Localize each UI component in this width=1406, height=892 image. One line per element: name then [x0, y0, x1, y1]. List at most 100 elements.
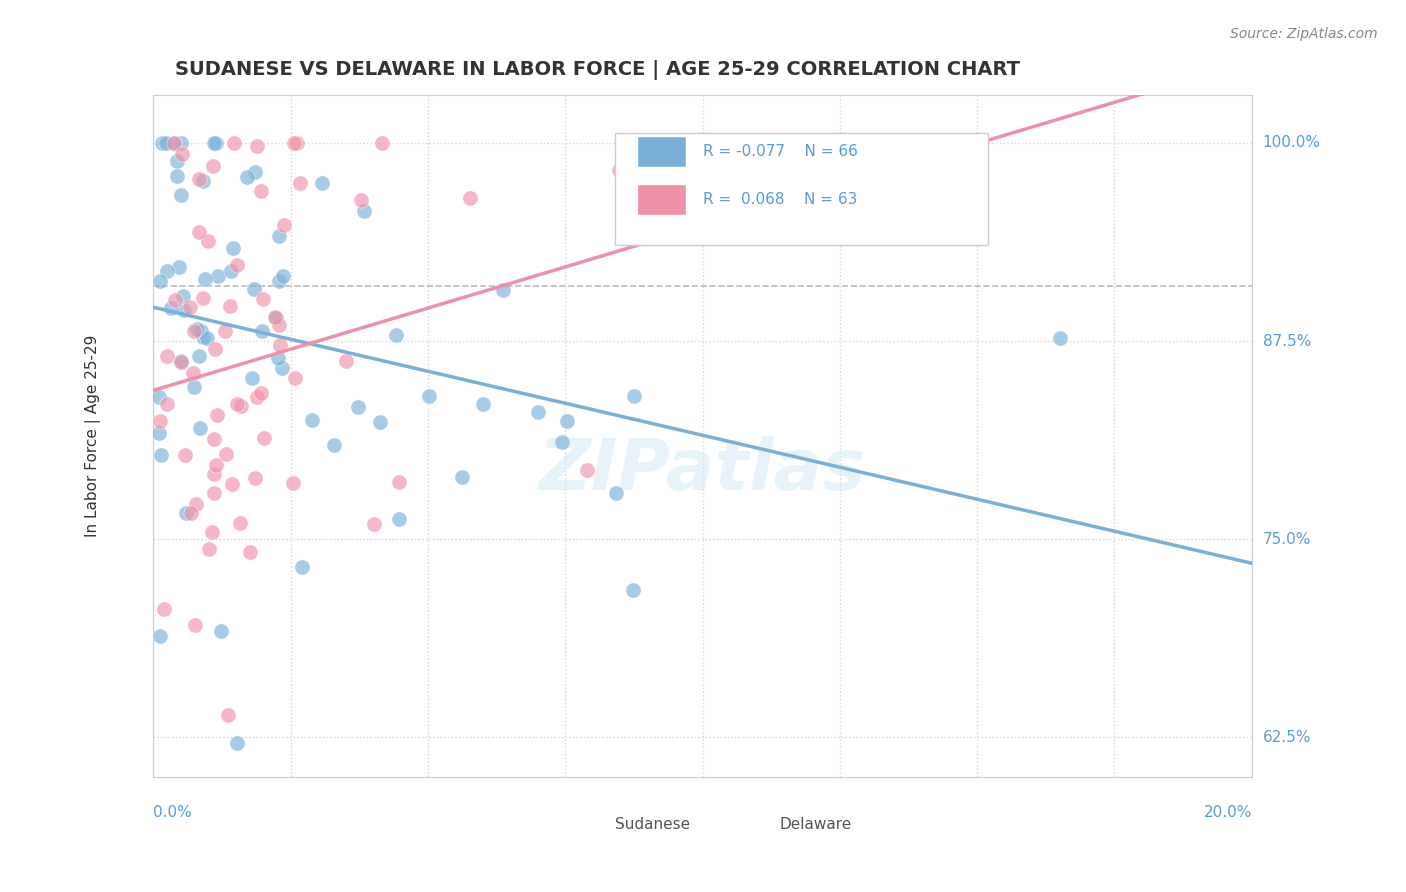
- Point: [207, 269, 229, 284]
- Point: [363, 516, 385, 531]
- Point: [170, 355, 193, 369]
- Bar: [637, 136, 686, 167]
- Text: 75.0%: 75.0%: [1263, 532, 1312, 547]
- Bar: [747, 813, 779, 833]
- Point: [191, 330, 214, 344]
- Point: [149, 414, 172, 428]
- Point: [323, 438, 346, 452]
- Point: [605, 485, 627, 500]
- Point: [180, 506, 202, 520]
- Point: [188, 172, 211, 186]
- Point: [281, 476, 304, 491]
- Point: [301, 413, 323, 427]
- Point: [190, 324, 212, 338]
- Point: [550, 434, 572, 449]
- Point: [347, 400, 370, 414]
- Point: [623, 389, 645, 403]
- Text: 0.0%: 0.0%: [153, 805, 193, 821]
- Point: [160, 301, 183, 315]
- Point: [283, 136, 305, 150]
- Point: [451, 470, 474, 484]
- Point: [335, 353, 357, 368]
- Text: ZIPatlas: ZIPatlas: [538, 435, 866, 505]
- Point: [150, 448, 173, 462]
- Text: 100.0%: 100.0%: [1263, 136, 1320, 151]
- Point: [492, 284, 515, 298]
- Point: [231, 399, 253, 413]
- Point: [253, 431, 276, 445]
- Text: Sudanese: Sudanese: [614, 817, 690, 832]
- Point: [225, 736, 247, 750]
- Point: [197, 234, 219, 248]
- Point: [187, 349, 209, 363]
- Point: [155, 136, 177, 150]
- Point: [173, 303, 195, 318]
- Point: [225, 258, 247, 272]
- Point: [214, 324, 236, 338]
- Text: Source: ZipAtlas.com: Source: ZipAtlas.com: [1230, 27, 1378, 41]
- Point: [218, 300, 240, 314]
- Point: [191, 174, 214, 188]
- Point: [236, 169, 259, 184]
- Point: [170, 136, 193, 150]
- Point: [156, 263, 179, 277]
- Point: [368, 415, 391, 429]
- Point: [527, 405, 550, 419]
- Point: [291, 559, 314, 574]
- Point: [242, 371, 264, 385]
- Point: [243, 471, 266, 485]
- Point: [222, 136, 245, 150]
- Point: [388, 475, 411, 489]
- Point: [166, 153, 188, 168]
- Point: [163, 136, 186, 150]
- Point: [249, 185, 271, 199]
- Text: R =  0.068    N = 63: R = 0.068 N = 63: [703, 192, 856, 207]
- Point: [267, 229, 290, 244]
- Point: [167, 260, 190, 275]
- Point: [621, 583, 644, 598]
- Point: [179, 300, 201, 314]
- Point: [201, 524, 224, 539]
- Point: [243, 283, 266, 297]
- Bar: [637, 184, 686, 215]
- Point: [221, 476, 243, 491]
- Point: [202, 136, 225, 150]
- Point: [149, 629, 172, 643]
- Point: [148, 391, 170, 405]
- Point: [195, 331, 218, 345]
- Point: [202, 467, 225, 482]
- Point: [285, 136, 308, 150]
- Text: In Labor Force | Age 25-29: In Labor Force | Age 25-29: [84, 334, 101, 537]
- Point: [170, 188, 193, 202]
- Point: [156, 397, 179, 411]
- Point: [576, 463, 599, 477]
- Point: [149, 274, 172, 288]
- Point: [222, 241, 245, 255]
- Point: [174, 506, 197, 520]
- Point: [246, 390, 269, 404]
- Point: [174, 448, 197, 462]
- Point: [353, 204, 375, 219]
- Point: [204, 458, 226, 473]
- Point: [165, 293, 187, 307]
- Point: [183, 325, 205, 339]
- Point: [191, 291, 214, 305]
- Point: [152, 136, 174, 150]
- Point: [458, 191, 481, 205]
- Point: [239, 544, 262, 558]
- Point: [201, 160, 224, 174]
- Point: [229, 516, 252, 530]
- Point: [172, 289, 194, 303]
- Point: [250, 386, 273, 401]
- Point: [148, 425, 170, 440]
- Point: [170, 354, 193, 368]
- Point: [266, 311, 288, 326]
- Point: [271, 269, 294, 284]
- Point: [205, 408, 228, 422]
- Point: [290, 176, 312, 190]
- Point: [188, 225, 211, 239]
- Point: [269, 274, 291, 288]
- Point: [153, 602, 176, 616]
- Point: [371, 136, 394, 150]
- Point: [184, 497, 207, 511]
